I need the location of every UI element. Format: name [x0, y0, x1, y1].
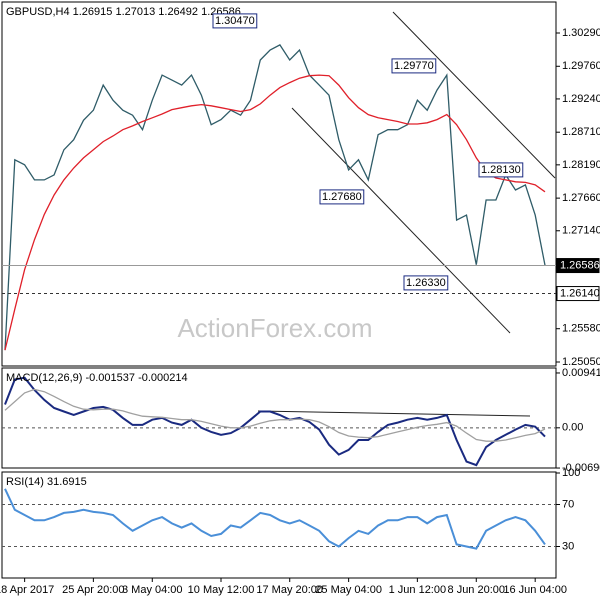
price-label: 1.26586 [560, 259, 600, 271]
panel-title: RSI(14) 31.6915 [6, 476, 87, 488]
series-line [4, 74, 546, 351]
annotation-box [403, 275, 449, 291]
annotation: 1.28130 [481, 164, 521, 176]
series-line [4, 388, 546, 442]
annotation: 1.27680 [322, 191, 362, 203]
y-tick-label: 1.29240 [562, 93, 600, 105]
y-tick-label: 0.00 [562, 422, 583, 434]
annotation-box [478, 162, 524, 178]
price-label-box [556, 258, 600, 274]
y-tick-label: 1.27660 [562, 192, 600, 204]
x-tick-label: 18 Apr 2017 [0, 584, 54, 596]
panel-frame [1, 471, 557, 579]
channel-line [291, 107, 511, 334]
x-tick-label: 16 Jun 04:00 [503, 584, 567, 596]
y-tick-label: 70 [562, 498, 574, 510]
trend-line [257, 410, 531, 417]
y-tick-label: 1.27140 [562, 225, 600, 237]
panel-title: GBPUSD,H4 1.26915 1.27013 1.26492 1.2658… [6, 6, 241, 18]
x-tick-label: 25 Apr 20:00 [62, 584, 124, 596]
x-tick-label: 3 May 04:00 [122, 584, 183, 596]
y-tick-label: 1.25050 [562, 356, 600, 368]
y-tick-label: 0.009418 [562, 367, 600, 379]
x-tick-label: 25 May 04:00 [315, 584, 382, 596]
annotation: 1.26330 [406, 277, 446, 289]
y-tick-label: 1.30290 [562, 27, 600, 39]
x-tick-label: 17 May 20:00 [256, 584, 323, 596]
series-line [4, 44, 546, 351]
annotation-box [391, 58, 437, 74]
series-line [4, 488, 546, 550]
y-tick-label: 1.29760 [562, 60, 600, 72]
annotation: 1.29770 [394, 60, 434, 72]
series-line [4, 376, 546, 467]
y-tick-label: 30 [562, 540, 574, 552]
annotation: 1.30470 [215, 15, 255, 27]
y-tick-label: 1.28710 [562, 126, 600, 138]
x-tick-label: 8 Jun 20:00 [448, 584, 506, 596]
watermark: ActionForex.com [177, 313, 372, 343]
y-tick-label: 1.25580 [562, 323, 600, 335]
y-tick-label: 1.28190 [562, 159, 600, 171]
panel-title: MACD(12,26,9) -0.001537 -0.000214 [6, 372, 188, 384]
annotation-box [319, 189, 365, 205]
x-tick-label: 1 Jun 12:00 [389, 584, 447, 596]
price-label-box [556, 286, 600, 302]
price-label: 1.26140 [560, 287, 600, 299]
y-tick-label: 100 [562, 467, 580, 479]
channel-line [392, 11, 556, 179]
panel-frame [1, 367, 557, 469]
y-tick-label: -0.006906 [562, 462, 600, 474]
panel-frame [1, 1, 557, 367]
x-tick-label: 10 May 12:00 [188, 584, 255, 596]
annotation-box [212, 13, 258, 29]
